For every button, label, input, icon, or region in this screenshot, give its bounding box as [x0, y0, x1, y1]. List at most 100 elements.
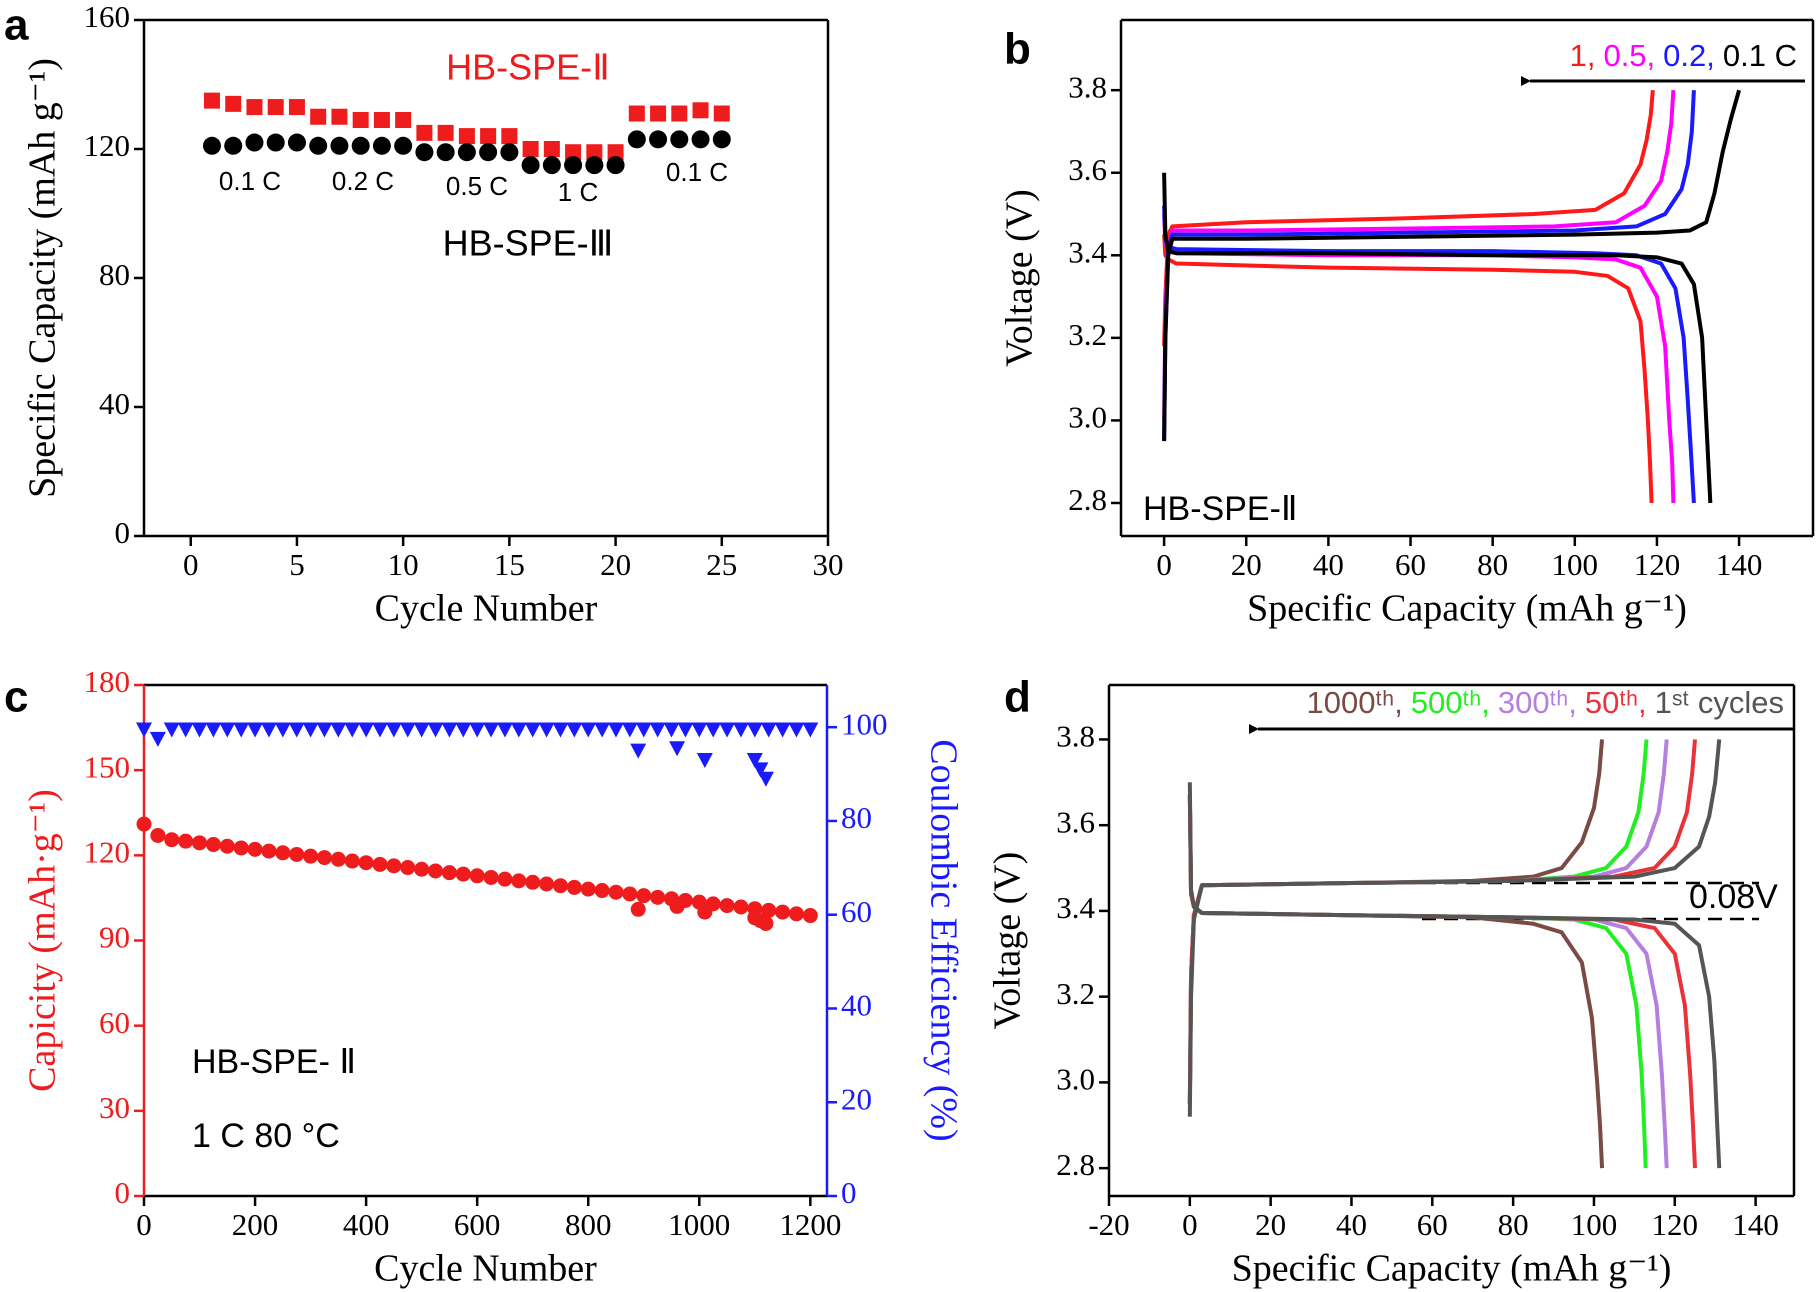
y-tick-label: 120	[84, 834, 131, 869]
circle-marker	[372, 136, 391, 155]
y-tick-label: 3.6	[1056, 804, 1095, 839]
square-marker	[628, 105, 645, 122]
x-tick-label: 140	[1732, 1207, 1779, 1242]
y-tick-label: 3.6	[1068, 152, 1107, 187]
panel-label: c	[4, 673, 28, 722]
square-marker	[246, 99, 263, 116]
x-tick-label: 140	[1716, 547, 1763, 582]
x-tick-label: 40	[1336, 1207, 1367, 1242]
legend-entry: 0.5,	[1603, 38, 1655, 73]
series-label: HB-SPE-Ⅱ	[446, 47, 610, 88]
legend-entry: 1,	[1570, 38, 1596, 73]
triangle-marker	[732, 722, 749, 738]
circle-marker	[719, 898, 735, 914]
triangle-marker	[566, 722, 583, 738]
circle-marker	[691, 130, 710, 149]
circle-marker	[521, 156, 540, 175]
circle-marker	[636, 888, 652, 904]
panel-label: b	[1004, 25, 1031, 74]
x-tick-label: 100	[1552, 547, 1599, 582]
triangle-marker	[696, 753, 713, 769]
square-marker	[650, 105, 667, 122]
circle-marker	[511, 873, 527, 889]
circle-marker	[400, 860, 416, 876]
legend: 1, 0.5, 0.2, 0.1 C	[1570, 38, 1797, 73]
circle-marker	[394, 136, 413, 155]
circle-marker	[372, 856, 388, 872]
triangle-marker	[580, 722, 597, 738]
triangle-marker	[621, 722, 638, 738]
x-tick-label: 10	[388, 547, 419, 582]
triangle-marker	[288, 722, 305, 738]
y-tick-label: 160	[84, 0, 131, 34]
x-tick-label: 0	[1156, 547, 1172, 582]
square-marker	[352, 111, 369, 128]
y2-tick-label: 80	[841, 800, 872, 835]
circle-marker	[775, 904, 791, 920]
x-tick-label: 1200	[779, 1207, 841, 1242]
square-marker	[713, 105, 730, 122]
legend-entry: 500ᵗʰ,	[1411, 685, 1490, 720]
circle-marker	[309, 136, 328, 155]
curve	[1162, 89, 1742, 504]
circle-marker	[219, 838, 235, 854]
circle-marker	[415, 143, 434, 162]
y-tick-label: 40	[99, 386, 130, 421]
circle-marker	[287, 133, 306, 152]
circle-marker	[457, 143, 476, 162]
legend-entry: 50ᵗʰ,	[1585, 685, 1647, 720]
circle-marker	[525, 874, 541, 890]
triangle-marker	[746, 722, 763, 738]
x-axis-title: Specific Capacity (mAh g⁻¹)	[1232, 1248, 1672, 1290]
circle-marker	[386, 858, 402, 874]
triangle-marker	[552, 722, 569, 738]
y-tick-label: 0	[115, 515, 131, 550]
x-tick-label: 600	[454, 1207, 501, 1242]
triangle-marker	[757, 771, 774, 787]
triangle-marker	[149, 731, 166, 747]
triangle-marker	[191, 722, 208, 738]
triangle-marker	[274, 722, 291, 738]
circle-marker	[670, 130, 689, 149]
triangle-marker	[302, 722, 319, 738]
circle-marker	[802, 908, 818, 924]
y-tick-label: 3.8	[1068, 69, 1107, 104]
triangle-marker	[705, 722, 722, 738]
y-tick-label: 80	[99, 257, 130, 292]
triangle-marker	[205, 722, 222, 738]
triangle-marker	[219, 722, 236, 738]
triangle-marker	[607, 722, 624, 738]
x-tick-label: 1000	[668, 1207, 730, 1242]
y-axis-title: Capicity (mAh·g⁻¹)	[22, 789, 64, 1092]
y2-tick-label: 0	[841, 1175, 857, 1210]
circle-marker	[261, 843, 277, 859]
circle-marker	[441, 865, 457, 881]
triangle-marker	[538, 722, 555, 738]
x-tick-label: 80	[1498, 1207, 1529, 1242]
curve	[1162, 90, 1696, 504]
circle-marker	[303, 848, 319, 864]
circle-marker	[479, 143, 498, 162]
circle-marker	[469, 868, 485, 884]
y2-tick-label: 20	[841, 1081, 872, 1116]
circle-marker	[275, 845, 291, 861]
triangle-marker	[399, 722, 416, 738]
circle-marker	[497, 871, 513, 887]
y-tick-label: 2.8	[1056, 1147, 1095, 1182]
triangle-marker	[413, 722, 430, 738]
triangle-marker	[385, 722, 402, 738]
x-tick-label: 0	[183, 547, 199, 582]
square-marker	[331, 108, 348, 125]
panel-label: d	[1004, 673, 1031, 722]
y-tick-label: 90	[99, 920, 130, 955]
circle-marker	[539, 876, 555, 892]
x-tick-label: 40	[1313, 547, 1344, 582]
triangle-marker	[663, 722, 680, 738]
circle-marker	[622, 886, 638, 902]
triangle-marker	[802, 722, 819, 738]
square-marker	[607, 144, 624, 161]
annotation: 0.08V	[1689, 878, 1778, 916]
y-axis-title: Voltage (V)	[987, 852, 1029, 1030]
